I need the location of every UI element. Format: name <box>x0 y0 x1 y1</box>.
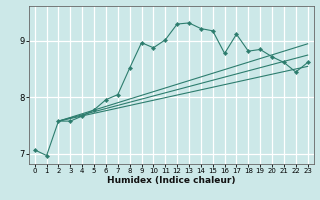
X-axis label: Humidex (Indice chaleur): Humidex (Indice chaleur) <box>107 176 236 185</box>
